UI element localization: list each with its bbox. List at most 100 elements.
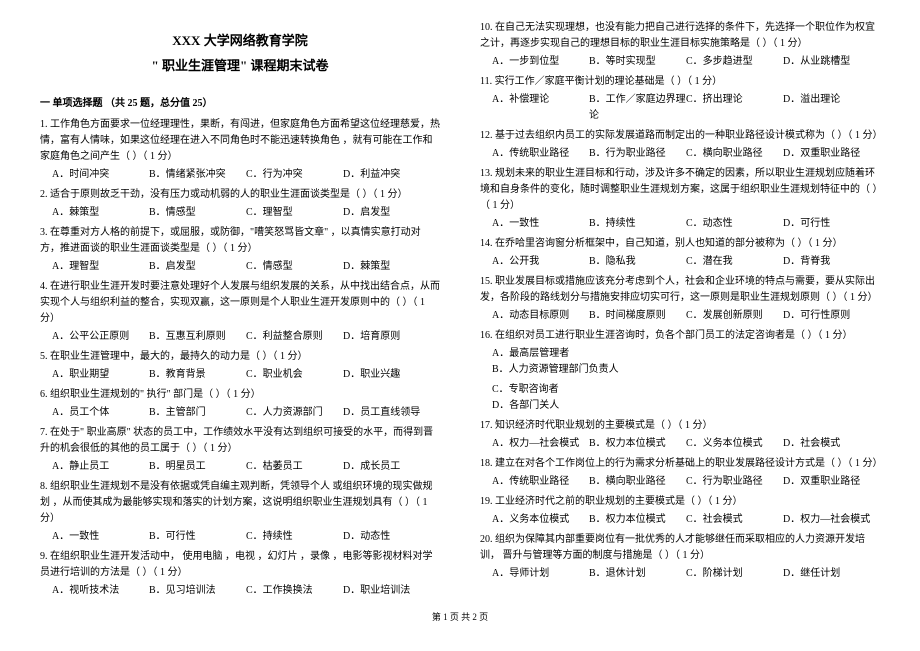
option: A．时间冲突 [52,167,149,183]
question: 9. 在组织职业生涯开发活动中， 使用电脑 ，电视 ，幻灯片 ，录像 ，电影等影… [40,549,440,581]
option: C．情感型 [246,259,343,275]
options-row: A．一步到位型B．等时实现型C．多步趋进型D．从业跳槽型 [492,54,880,70]
option: B．时间梯度原则 [589,308,686,324]
option: C．潜在我 [686,254,783,270]
options-row: A．视听技术法B．见习培训法C．工作换换法D．职业培训法 [52,583,440,599]
options-row: A．传统职业路径B．横向职业路径C．行为职业路径D．双重职业路径 [492,474,880,490]
option: A．补偿理论 [492,92,589,124]
option: D．可行性原则 [783,308,880,324]
question: 11. 实行工作／家庭平衡计划的理论基础是（ ）（ 1 分） [480,74,880,90]
option: B．互惠互利原则 [149,329,246,345]
option: C．社会模式 [686,512,783,528]
option: D．溢出理论 [783,92,880,124]
option: B．等时实现型 [589,54,686,70]
options-row: A．最高层管理者B．人力资源管理部门负责人 [492,346,880,378]
option: D．员工直线领导 [343,405,440,421]
option: B．权力本位模式 [589,436,686,452]
options-row: A．一致性B．可行性C．持续性D．动态性 [52,529,440,545]
institution-title: XXX 大学网络教育学院 [40,30,440,49]
option [686,398,880,414]
option: D．双重职业路径 [783,146,880,162]
option: C．挤出理论 [686,92,783,124]
option: A．传统职业路径 [492,474,589,490]
question: 16. 在组织对员工进行职业生涯咨询时，负各个部门员工的法定咨询者是（ ）（ 1… [480,328,880,344]
option: A．义务本位模式 [492,512,589,528]
option: C．工作换换法 [246,583,343,599]
option: A．职业期望 [52,367,149,383]
options-row: A．棘策型B．情感型C．理智型D．启发型 [52,205,440,221]
option: C．义务本位模式 [686,436,783,452]
question: 7. 在处于" 职业高原" 状态的员工中，工作绩效水平没有达到组织可接受的水平，… [40,425,440,457]
options-row: A．导师计划B．退休计划C．阶梯计划D．继任计划 [492,566,880,582]
option: D．从业跳槽型 [783,54,880,70]
option: B．退休计划 [589,566,686,582]
option: D．启发型 [343,205,440,221]
option: B．行为职业路径 [589,146,686,162]
option: C．发展创新原则 [686,308,783,324]
option: D．棘策型 [343,259,440,275]
option: C．人力资源部门 [246,405,343,421]
option: A．公开我 [492,254,589,270]
option: D．利益冲突 [343,167,440,183]
option: D．培育原则 [343,329,440,345]
option: C．行为冲突 [246,167,343,183]
page-footer: 第 1 页 共 2 页 [40,610,880,623]
options-row: A．权力—社会模式B．权力本位模式C．义务本位模式D．社会模式 [492,436,880,452]
options-row: A．义务本位模式B．权力本位模式C．社会模式D．权力—社会模式 [492,512,880,528]
option: D．可行性 [783,216,880,232]
question: 1. 工作角色方面要求一位经理理性，果断，有闯进，但家庭角色方面希望这位经理慈爱… [40,117,440,165]
question: 17. 知识经济时代职业规划的主要模式是（ ）（ 1 分） [480,418,880,434]
question: 20. 组织为保障其内部重要岗位有一批优秀的人才能够继任而采取相应的人力资源开发… [480,532,880,564]
question: 15. 职业发展目标或措施应该充分考虑到个人，社会和企业环境的特点与需要，要从实… [480,274,880,306]
option: C．职业机会 [246,367,343,383]
options-row: A．时间冲突B．情绪紧张冲突C．行为冲突D．利益冲突 [52,167,440,183]
question: 18. 建立在对各个工作岗位上的行为需求分析基础上的职业发展路径设计方式是（ ）… [480,456,880,472]
option: C．多步趋进型 [686,54,783,70]
option: C．枯萎员工 [246,459,343,475]
option: A．动态目标原则 [492,308,589,324]
option: A．静止员工 [52,459,149,475]
options-row: C．专职咨询者D．各部门关人 [492,382,880,414]
question: 10. 在自己无法实现理想，也没有能力把自己进行选择的条件下，先选择一个职位作为… [480,20,880,52]
question: 3. 在尊重对方人格的前提下，或屈服，或防御，"嘈笑怒骂皆文章" ，以真情实意打… [40,225,440,257]
question: 2. 适合于原则故乏干劲，没有压力或动机弱的人的职业生涯面谈类型是（ ）（ 1 … [40,187,440,203]
options-row: A．公开我B．隐私我C．潜在我D．背脊我 [492,254,880,270]
option: A．一致性 [492,216,589,232]
options-row: A．一致性B．持续性C．动态性D．可行性 [492,216,880,232]
option: B．持续性 [589,216,686,232]
option: A．一步到位型 [492,54,589,70]
option: B．情绪紧张冲突 [149,167,246,183]
question: 8. 组织职业生涯规划不是没有依据或凭自编主观判断，凭领导个人 或组织环境的现实… [40,479,440,527]
option: B．可行性 [149,529,246,545]
option: D．动态性 [343,529,440,545]
option: B．教育背景 [149,367,246,383]
option: B．隐私我 [589,254,686,270]
option: A．导师计划 [492,566,589,582]
option: D．各部门关人 [492,398,686,414]
option: B．见习培训法 [149,583,246,599]
option: A．公平公正原则 [52,329,149,345]
question: 4. 在进行职业生涯开发时要注意处理好个人发展与组织发展的关系，从中找出结合点，… [40,279,440,327]
option: C．横向职业路径 [686,146,783,162]
option: B．明星员工 [149,459,246,475]
option: D．社会模式 [783,436,880,452]
option: C．利益整合原则 [246,329,343,345]
option: A．视听技术法 [52,583,149,599]
option: D．权力—社会模式 [783,512,880,528]
option: C．持续性 [246,529,343,545]
options-row: A．补偿理论B．工作／家庭边界理论C．挤出理论D．溢出理论 [492,92,880,124]
option: D．背脊我 [783,254,880,270]
options-row: A．传统职业路径B．行为职业路径C．横向职业路径D．双重职业路径 [492,146,880,162]
option [686,382,880,398]
option: B．人力资源管理部门负责人 [492,362,686,378]
option: A．一致性 [52,529,149,545]
option: D．职业培训法 [343,583,440,599]
option: C．阶梯计划 [686,566,783,582]
option: B．权力本位模式 [589,512,686,528]
option: B．启发型 [149,259,246,275]
options-row: A．职业期望B．教育背景C．职业机会D．职业兴趣 [52,367,440,383]
option: A．传统职业路径 [492,146,589,162]
options-row: A．静止员工B．明星员工C．枯萎员工D．成长员工 [52,459,440,475]
options-row: A．动态目标原则B．时间梯度原则C．发展创新原则D．可行性原则 [492,308,880,324]
option [686,362,880,378]
